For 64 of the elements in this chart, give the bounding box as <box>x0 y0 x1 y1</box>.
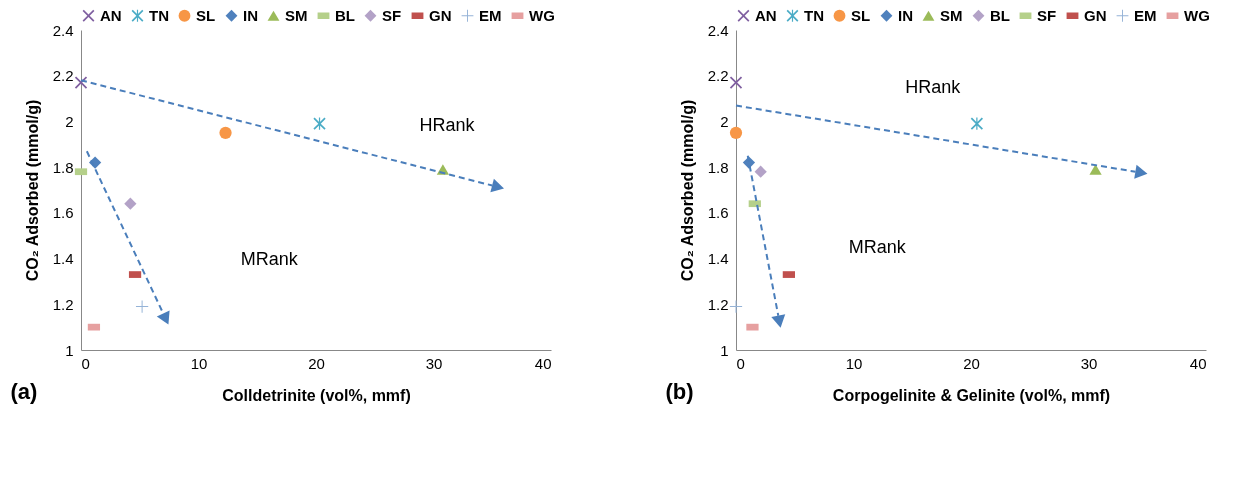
y-tick-label: 2.2 <box>707 67 729 85</box>
annotation: HRank <box>419 115 476 135</box>
y-tick-label: 1.4 <box>52 250 74 268</box>
legend-label: BL <box>335 6 355 24</box>
point <box>124 197 137 210</box>
x-tick-label: 40 <box>1189 354 1207 372</box>
y-tick-label: 1.6 <box>52 204 74 222</box>
x-tick-label: 30 <box>425 354 443 372</box>
y-tick-label: 2.2 <box>52 67 74 85</box>
legend-label: EM <box>479 6 502 24</box>
legend-label: TN <box>804 6 824 24</box>
legend-label: AN <box>100 6 122 24</box>
x-tick-label: 10 <box>190 354 208 372</box>
point <box>313 117 326 130</box>
x-tick-label: 10 <box>845 354 863 372</box>
annotation: HRank <box>905 76 962 97</box>
y-tick-label: 1 <box>65 341 74 359</box>
y-axis-title: CO₂ Adsorbed (mmol/g) <box>678 99 696 282</box>
legend-label: IN <box>898 6 913 24</box>
y-tick-label: 1.8 <box>707 158 729 176</box>
annotation: MRank <box>848 236 907 257</box>
text: (a) <box>10 378 38 404</box>
legend-label: SF <box>1037 6 1057 24</box>
point <box>1089 164 1102 175</box>
point <box>729 126 743 139</box>
x-axis-title: Colldetrinite (vol%, mmf) <box>222 386 411 404</box>
legend-label: SM <box>940 6 963 24</box>
legend-label: EM <box>1134 6 1157 24</box>
legend-label: WG <box>1184 6 1210 24</box>
legend-label: WG <box>529 6 555 24</box>
x-tick-label: 20 <box>308 354 325 372</box>
y-tick-label: 1.4 <box>707 250 729 268</box>
y-tick-label: 1.2 <box>707 295 729 313</box>
text: (b) <box>665 378 694 404</box>
y-tick-label: 2 <box>720 112 729 130</box>
x-tick-label: 20 <box>963 354 980 372</box>
annotation: MRank <box>240 249 299 270</box>
y-tick-label: 2.4 <box>52 21 74 39</box>
y-tick-label: 2.4 <box>707 21 729 39</box>
y-tick-label: 1 <box>720 341 729 359</box>
legend-label: SF <box>382 6 402 24</box>
legend-label: AN <box>755 6 777 24</box>
x-axis-title: Corpogelinite & Gelinite (vol%, mmf) <box>832 386 1111 404</box>
legend-label: SL <box>196 6 216 24</box>
legend-label: SL <box>851 6 871 24</box>
x-tick-label: 0 <box>81 354 90 372</box>
legend-label: TN <box>149 6 169 24</box>
x-tick-label: 40 <box>534 354 552 372</box>
y-tick-label: 1.8 <box>52 158 74 176</box>
point <box>970 117 983 130</box>
legend-label: BL <box>990 6 1010 24</box>
y-tick-label: 1.6 <box>707 204 729 222</box>
y-tick-label: 1.2 <box>52 295 74 313</box>
y-axis-title: CO₂ Adsorbed (mmol/g) <box>23 99 41 282</box>
x-tick-label: 30 <box>1080 354 1098 372</box>
legend-label: GN <box>1084 6 1107 24</box>
y-tick-label: 2 <box>65 112 74 130</box>
x-tick-label: 0 <box>736 354 745 372</box>
legend-label: SM <box>285 6 308 24</box>
point <box>219 126 232 139</box>
legend-label: IN <box>243 6 258 24</box>
point <box>135 300 149 313</box>
point <box>754 165 767 178</box>
legend-label: GN <box>429 6 452 24</box>
